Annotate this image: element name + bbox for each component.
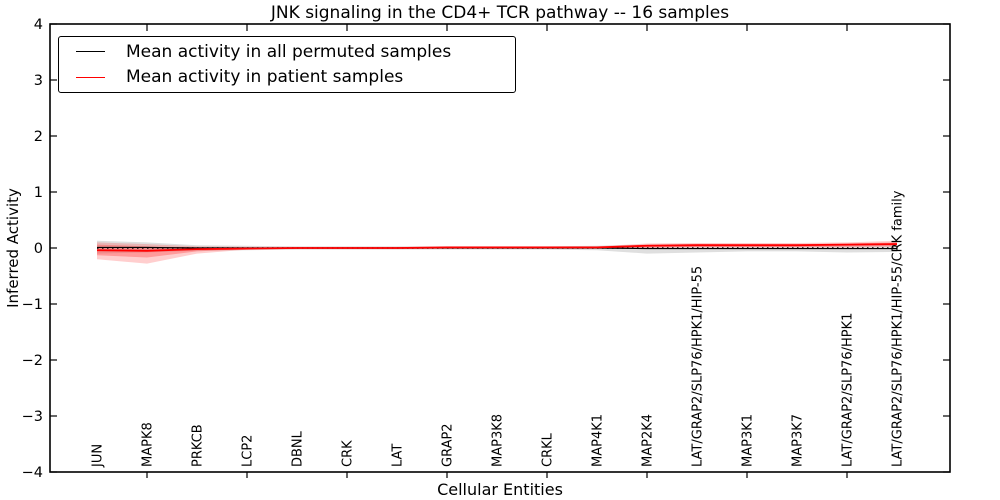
x-axis-label: Cellular Entities: [437, 480, 563, 499]
x-tick-label: MAP3K1: [741, 414, 756, 467]
patient-line-swatch: [76, 76, 105, 78]
patient-inner-band: [97, 242, 897, 258]
y-tick-label: 4: [34, 17, 43, 33]
x-tick-label: LAT: [391, 444, 406, 467]
x-tick-label: PRKCB: [191, 424, 206, 467]
legend-item-permuted: Mean activity in all permuted samples: [59, 41, 515, 63]
x-tick-label: MAP4K1: [591, 414, 606, 467]
x-tick-label: GRAP2: [441, 423, 456, 467]
chart-title: JNK signaling in the CD4+ TCR pathway --…: [270, 3, 730, 23]
x-tick-label: LAT/GRAP2/SLP76/HPK1/HIP-55: [691, 266, 706, 467]
y-tick-label: 1: [34, 185, 43, 201]
legend-label-patient: Mean activity in patient samples: [126, 67, 404, 88]
permuted-line-swatch: [76, 51, 105, 53]
x-tick-label: MAP3K8: [491, 414, 506, 467]
y-axis-label-wrap: Inferred Activity: [0, 0, 26, 496]
y-tick-label: −3: [22, 409, 43, 425]
x-tick-label: CRK: [341, 440, 356, 467]
y-tick-label: −1: [22, 297, 43, 313]
x-tick-label: DBNL: [291, 430, 306, 467]
legend-label-permuted: Mean activity in all permuted samples: [126, 41, 452, 62]
patient-mean-line: [96, 243, 898, 252]
y-tick-label: 2: [34, 129, 43, 145]
x-tick-label: LAT/GRAP2/SLP76/HPK1: [841, 313, 856, 467]
patient-outer-band: [97, 240, 897, 264]
plot-area: 4 3 2 1 0 −1 −2 −3 −4 JUN MAPK8 PRKCB LCP2 DBNL CRK LAT…: [22, 17, 951, 481]
x-tick-label: CRKL: [541, 432, 556, 467]
x-tick-label: LAT/GRAP2/SLP76/HPK1/HIP-55/CRK family: [891, 190, 906, 467]
y-tick-label: −4: [22, 465, 43, 481]
y-axis-label: Inferred Activity: [4, 188, 23, 308]
y-tick-label: 0: [34, 241, 43, 257]
y-tick-label: 3: [34, 73, 43, 89]
x-tick-label: MAP2K4: [641, 414, 656, 467]
x-tick-label: JUN: [91, 444, 106, 468]
x-tick-label: LCP2: [241, 435, 256, 467]
x-tick-label: MAPK8: [141, 422, 156, 467]
x-tick-label: MAP3K7: [791, 414, 806, 467]
legend-item-patient: Mean activity in patient samples: [59, 67, 515, 89]
legend: Mean activity in all permuted samples Me…: [58, 36, 516, 93]
y-tick-label: −2: [22, 353, 43, 369]
